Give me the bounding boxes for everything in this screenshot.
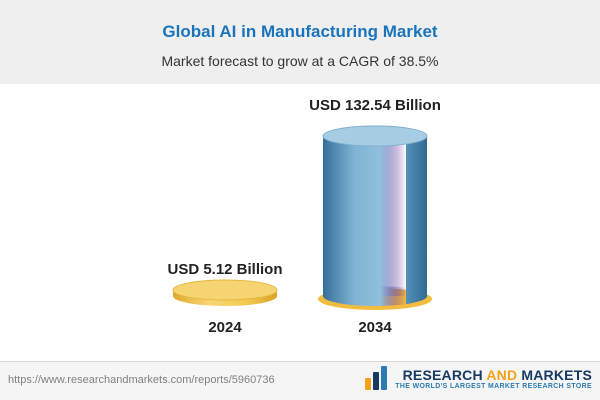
logo-tagline: THE WORLD'S LARGEST MARKET RESEARCH STOR… [395,383,592,391]
footer-bar: https://www.researchandmarkets.com/repor… [0,361,600,400]
category-label-2024: 2024 [208,319,242,336]
bar-2034-cylinder [318,125,432,310]
chart-title: Global AI in Manufacturing Market [162,22,438,41]
value-label-2024: USD 5.12 Billion [167,261,283,278]
logo-wordmark: RESEARCH AND MARKETS [395,367,592,383]
report-url: https://www.researchandmarkets.com/repor… [8,374,275,386]
logo-word-research: RESEARCH [402,366,483,383]
bar-2034-top-face [322,125,428,147]
logo-word-and: AND [486,366,518,383]
logo-text: RESEARCH AND MARKETS THE WORLD'S LARGEST… [395,367,592,391]
header-band [0,0,600,84]
category-label-2034: 2034 [358,319,392,336]
bar-2024-top-face [172,279,278,301]
logo-word-markets: MARKETS [521,366,592,383]
researchandmarkets-logo: RESEARCH AND MARKETS THE WORLD'S LARGEST… [363,366,592,392]
chart-subtitle: Market forecast to grow at a CAGR of 38.… [161,53,439,69]
bar-2024-cylinder [172,279,278,306]
value-label-2034: USD 132.54 Billion [309,97,441,114]
logo-bars-icon [363,366,389,392]
